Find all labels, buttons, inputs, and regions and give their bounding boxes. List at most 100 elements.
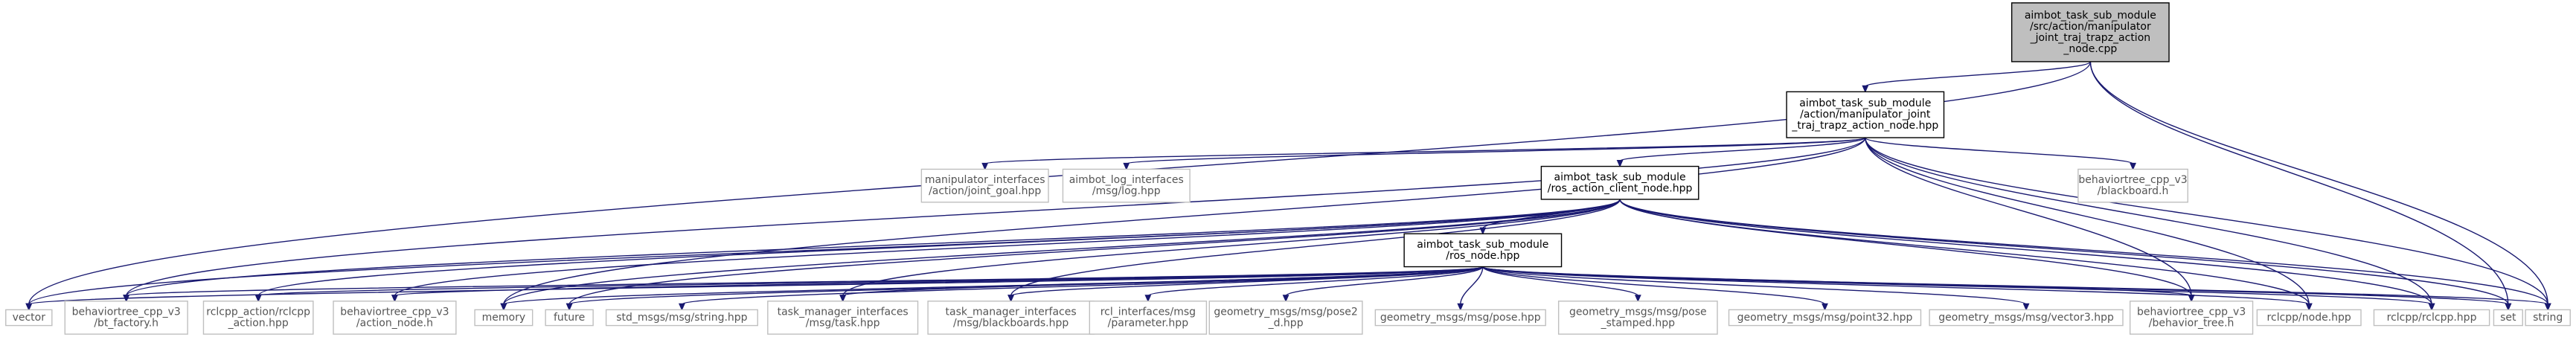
- node-box: [1403, 233, 1563, 268]
- node-label-line: geometry_msgs/msg/point32.hpp: [1737, 312, 1913, 324]
- node-label-line: /action/joint_goal.hpp: [929, 185, 1041, 197]
- edge-ros_node-to-rclcpp_node: [1482, 266, 2313, 311]
- node-label-line: memory: [482, 312, 526, 324]
- node-label-line: _joint_traj_trapz_action: [2030, 32, 2151, 44]
- node-label-line: geometry_msgs/msg/pose.hpp: [1380, 312, 1541, 324]
- node-label-line: /msg/blackboards.hpp: [953, 317, 1068, 329]
- node-box: [64, 301, 188, 335]
- edge-ros_node-to-vector: [25, 266, 1484, 311]
- node-box: [2011, 2, 2170, 62]
- node-box: [333, 301, 457, 335]
- node-root[interactable]: aimbot_task_sub_module/src/action/manipu…: [2011, 2, 2170, 62]
- node-label-line: /msg/log.hpp: [1092, 185, 1161, 197]
- node-label-line: /src/action/manipulator: [2030, 21, 2151, 33]
- edge-ros_node-to-pose2d: [1282, 266, 1484, 303]
- node-label-line: rclcpp_action/rclcpp: [206, 306, 310, 318]
- node-ros_node[interactable]: aimbot_task_sub_module/ros_node.hpp: [1403, 233, 1563, 268]
- node-label-line: geometry_msgs/msg/pose: [1569, 306, 1707, 318]
- node-box: [545, 309, 594, 327]
- node-label-line: _action.hpp: [228, 317, 289, 329]
- edge-ros_node-to-parameter_hpp: [1144, 266, 1484, 303]
- node-box: [1557, 301, 1718, 335]
- node-label-line: rcl_interfaces/msg: [1100, 306, 1196, 318]
- node-parameter_hpp: rcl_interfaces/msg/parameter.hpp: [1089, 301, 1208, 335]
- node-box: [767, 301, 919, 335]
- node-set: set: [2493, 309, 2523, 327]
- node-label-line: /ros_node.hpp: [1446, 250, 1519, 262]
- node-label-line: /action/manipulator_joint: [1800, 109, 1931, 121]
- node-box: [2493, 309, 2523, 327]
- node-pose: geometry_msgs/msg/pose.hpp: [1374, 309, 1546, 327]
- node-label-line: geometry_msgs/msg/vector3.hpp: [1938, 312, 2114, 324]
- node-label-line: _traj_trapz_action_node.hpp: [1791, 120, 1938, 132]
- edge-action_node_hpp-to-string: [1865, 138, 2551, 311]
- node-blackboard_h: behaviortree_cpp_v3/blackboard.h: [2077, 168, 2188, 203]
- node-label-line: behaviortree_cpp_v3: [2078, 174, 2187, 186]
- node-rclcpp_node: rclcpp/node.hpp: [2256, 309, 2362, 327]
- node-vector3: geometry_msgs/msg/vector3.hpp: [1929, 309, 2124, 327]
- node-box: [2525, 309, 2571, 327]
- node-future: future: [545, 309, 594, 327]
- node-box: [605, 309, 758, 327]
- node-box: [1089, 301, 1208, 335]
- node-box: [2256, 309, 2362, 327]
- node-label-line: /msg/task.hpp: [806, 317, 880, 329]
- node-box: [5, 309, 53, 327]
- edge-ros_node-to-pose_stamped: [1482, 266, 1641, 303]
- node-label-line: rclcpp/rclcpp.hpp: [2387, 312, 2477, 324]
- edge-action_node_hpp-to-rclcpp_hpp: [1865, 138, 2435, 311]
- edge-action_node_hpp-to-ros_action_client: [1616, 137, 1866, 168]
- edge-ros_node-to-pose: [1457, 266, 1484, 311]
- edge-ros_action_client-to-rclcpp_node: [1619, 199, 2313, 311]
- node-layer: aimbot_task_sub_module/src/action/manipu…: [5, 2, 2571, 335]
- node-label-line: manipulator_interfaces: [925, 174, 1045, 186]
- node-label-line: std_msgs/msg/string.hpp: [616, 312, 747, 324]
- node-label-line: _d.hpp: [1268, 317, 1304, 329]
- edge-ros_node-to-task_hpp: [839, 266, 1484, 303]
- node-action_node_hpp[interactable]: aimbot_task_sub_module/action/manipulato…: [1786, 91, 1945, 138]
- node-label-line: aimbot_log_interfaces: [1069, 174, 1184, 186]
- node-box: [1786, 91, 1945, 138]
- node-box: [2077, 168, 2188, 203]
- node-label-line: geometry_msgs/msg/pose2: [1214, 306, 1357, 318]
- node-vector: vector: [5, 309, 53, 327]
- node-pose2d: geometry_msgs/msg/pose2_d.hpp: [1208, 301, 1363, 335]
- edge-ros_node-to-blackboards_hpp: [1007, 266, 1484, 303]
- node-label-line: vector: [13, 312, 46, 324]
- node-label-line: future: [554, 312, 585, 324]
- node-label-line: task_manager_interfaces: [946, 306, 1077, 318]
- node-label-line: aimbot_task_sub_module: [2025, 10, 2156, 22]
- node-box: [927, 301, 1095, 335]
- node-label-line: set: [2500, 312, 2516, 324]
- node-label-line: /action_node.h: [356, 317, 433, 329]
- node-label-line: /behavior_tree.h: [2149, 317, 2234, 329]
- node-label-line: aimbot_task_sub_module: [1799, 97, 1931, 109]
- edge-layer: [25, 61, 2551, 311]
- edge-ros_node-to-action_node_h: [391, 266, 1484, 303]
- node-label-line: behaviortree_cpp_v3: [340, 306, 449, 318]
- edge-ros_node-to-string: [1482, 266, 2551, 311]
- node-rclcpp_hpp: rclcpp/rclcpp.hpp: [2373, 309, 2490, 327]
- node-box: [474, 309, 534, 327]
- node-point32: geometry_msgs/msg/point32.hpp: [1728, 309, 1922, 327]
- node-manip_joint_goal: manipulator_interfaces/action/joint_goal…: [920, 168, 1049, 203]
- node-task_hpp: task_manager_interfaces/msg/task.hpp: [767, 301, 919, 335]
- node-ros_action_client[interactable]: aimbot_task_sub_module/ros_action_client…: [1540, 165, 1699, 200]
- node-behavior_tree: behaviortree_cpp_v3/behavior_tree.h: [2129, 301, 2254, 335]
- node-label-line: _stamped.hpp: [1601, 317, 1676, 329]
- node-label-line: /parameter.hpp: [1108, 317, 1189, 329]
- node-box: [2129, 301, 2254, 335]
- node-rclcpp_action: rclcpp_action/rclcpp_action.hpp: [202, 301, 314, 335]
- node-box: [1208, 301, 1363, 335]
- edge-ros_node-to-point32: [1482, 266, 1828, 311]
- node-action_node_h: behaviortree_cpp_v3/action_node.h: [333, 301, 457, 335]
- node-box: [920, 168, 1049, 203]
- node-label-line: rclcpp/node.hpp: [2267, 312, 2351, 324]
- node-label-line: /bt_factory.h: [94, 317, 158, 329]
- edge-root-to-vector: [25, 61, 2092, 311]
- node-memory: memory: [474, 309, 534, 327]
- node-string: string: [2525, 309, 2571, 327]
- node-blackboards_hpp: task_manager_interfaces/msg/blackboards.…: [927, 301, 1095, 335]
- node-pose_stamped: geometry_msgs/msg/pose_stamped.hpp: [1557, 301, 1718, 335]
